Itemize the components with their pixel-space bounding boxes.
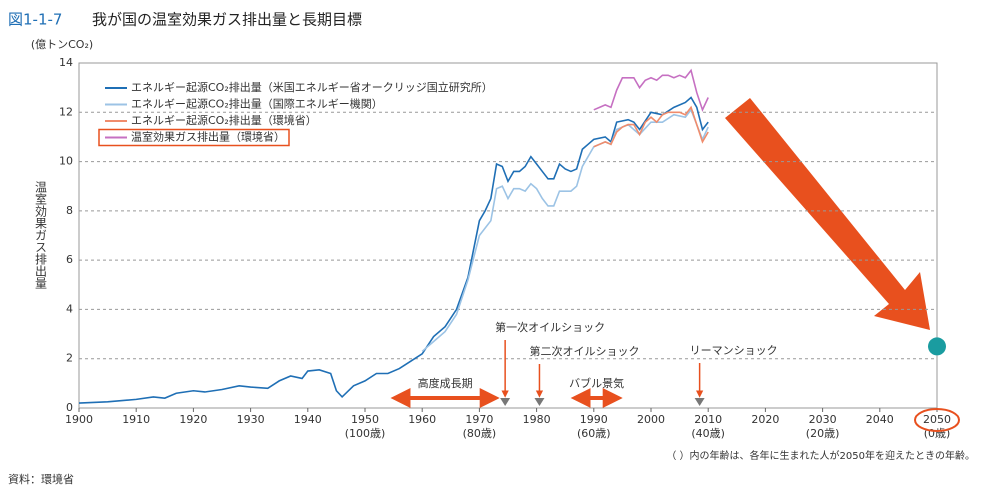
event-label: 第二次オイルショック <box>529 344 639 358</box>
legend-highlight <box>98 128 290 147</box>
x-tick-label: 1950 <box>351 413 379 426</box>
y-unit: (億トンCO₂) <box>31 38 93 51</box>
y-tick-label: 2 <box>66 352 73 365</box>
y-tick-label: 14 <box>59 56 73 69</box>
target-year-circle <box>914 408 960 432</box>
legend-label: エネルギー起源CO₂排出量（国際エネルギー機関） <box>131 97 383 111</box>
event-triangle <box>534 398 545 406</box>
series-line <box>421 108 709 352</box>
x-tick-label: 1960 <box>408 413 436 426</box>
event-label: リーマンショック <box>690 344 778 357</box>
x-tick-label: 1990 <box>580 413 608 426</box>
y-tick-label: 6 <box>66 253 73 266</box>
period-label: 高度成長期 <box>418 376 473 390</box>
legend-label: エネルギー起源CO₂排出量（環境省） <box>131 113 317 127</box>
note: （ ）内の年齢は、各年に生まれた人が2050年を迎えたときの年齢。 <box>666 449 975 462</box>
event-label: 第一次オイルショック <box>495 320 605 334</box>
event-triangle <box>694 398 705 406</box>
x-tick-label: 2000 <box>637 413 665 426</box>
series-line <box>78 96 709 404</box>
period-label: バブル景気 <box>569 376 624 390</box>
chart-title: 我が国の温室効果ガス排出量と長期目標 <box>92 11 362 29</box>
x-tick-label: 1980 <box>523 413 551 426</box>
x-tick-label: 1970 <box>465 413 493 426</box>
x-tick-label: 1940 <box>294 413 322 426</box>
x-tick-label: 2050 <box>923 413 951 426</box>
x-tick-age: (40歳) <box>691 427 725 440</box>
x-tick-label: 2020 <box>751 413 779 426</box>
target-point <box>928 337 946 356</box>
x-tick-label: 1900 <box>65 413 93 426</box>
series-line <box>593 105 709 148</box>
trend-arrow <box>725 98 930 330</box>
legend-label: エネルギー起源CO₂排出量（米国エネルギー省オークリッジ国立研究所） <box>131 80 493 94</box>
x-tick-label: 1910 <box>122 413 150 426</box>
x-tick-label: 2040 <box>866 413 894 426</box>
x-tick-label: 2030 <box>809 413 837 426</box>
x-tick-label: 2010 <box>694 413 722 426</box>
y-tick-label: 8 <box>66 204 73 217</box>
legend-label: 温室効果ガス排出量（環境省） <box>131 130 285 144</box>
x-tick-age: (20歳) <box>806 427 840 440</box>
y-tick-label: 12 <box>59 105 73 118</box>
y-tick-label: 4 <box>66 302 73 315</box>
figure-number: 図1-1-7 <box>8 11 62 29</box>
x-tick-label: 1930 <box>237 413 265 426</box>
x-tick-label: 1920 <box>179 413 207 426</box>
x-tick-age: (100歳) <box>345 427 386 440</box>
y-tick-label: 0 <box>66 401 73 414</box>
y-axis-label: 温室効果ガス排出量 <box>34 181 48 289</box>
y-tick-label: 10 <box>59 155 73 168</box>
x-tick-age: (80歳) <box>463 427 497 440</box>
series-line <box>593 68 709 112</box>
event-triangle <box>500 398 511 406</box>
x-tick-age: (0歳) <box>924 427 951 440</box>
x-tick-age: (60歳) <box>577 427 611 440</box>
source: 資料：環境省 <box>8 472 74 486</box>
plot-frame <box>78 62 938 409</box>
